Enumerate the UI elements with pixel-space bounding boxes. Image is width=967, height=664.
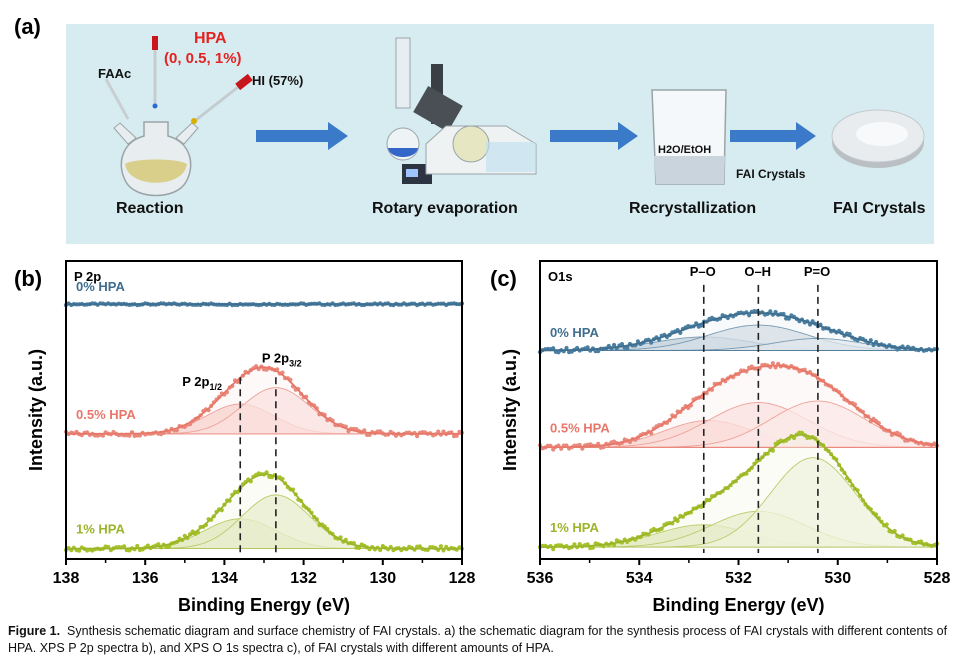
panel-label-o1s: (c): [490, 266, 517, 291]
peak-annotation: P 2p1/2: [182, 374, 222, 392]
data-point: [551, 346, 556, 351]
data-point: [612, 342, 617, 348]
x-tick-label: 534: [626, 570, 653, 587]
peak-annotation: P–O: [690, 264, 716, 279]
data-point: [868, 338, 873, 343]
hpa-title: HPA: [194, 30, 227, 47]
reaction-flask: [104, 36, 253, 197]
series-p2p-1: [63, 364, 465, 439]
data-point: [747, 313, 752, 318]
series-label: 0% HPA: [550, 325, 599, 340]
envelope-fill: [540, 434, 937, 548]
fit-line: [540, 364, 938, 449]
process-arrows: [256, 122, 816, 150]
fit-line: [540, 433, 938, 548]
data-point: [417, 544, 422, 549]
data-point: [122, 544, 127, 549]
caption-label: Figure 1.: [8, 624, 61, 638]
data-point: [770, 361, 776, 366]
caption-text: Synthesis schematic diagram and surface …: [8, 624, 948, 655]
step-rotary-evaporation: Rotary evaporation: [372, 200, 518, 217]
series-label: 0.5% HPA: [76, 407, 136, 422]
fit-line: [540, 311, 937, 352]
x-tick-label: 136: [132, 570, 159, 587]
data-point: [441, 429, 446, 434]
fit-line: [66, 473, 462, 550]
data-point: [415, 434, 420, 439]
x-axis-label: Binding Energy (eV): [178, 595, 350, 615]
hpa-amounts: (0, 0.5, 1%): [164, 50, 242, 67]
schematic-drawing: [104, 36, 925, 197]
x-tick-label: 134: [211, 570, 238, 587]
series-o1s-0: [537, 309, 940, 355]
x-tick-label: 138: [53, 570, 80, 587]
recrystallization-beaker: [651, 89, 727, 185]
x-tick-label: 532: [725, 570, 752, 587]
x-tick-label: 536: [527, 570, 554, 587]
data-point: [454, 433, 459, 438]
faac-label: FAAc: [98, 66, 132, 81]
crystals-arrow-label: FAI Crystals: [736, 167, 806, 181]
peak-annotation: P=O: [804, 264, 830, 279]
series-label: 1% HPA: [76, 522, 125, 537]
y-axis-label: Intensity (a.u.): [26, 349, 46, 471]
data-point: [551, 447, 556, 452]
series-label: 0% HPA: [76, 279, 125, 294]
xps-charts: (b) 0% HPA 0.5% HPA 1% HPA P 2p1/2 P 2p3/2 P 2…: [14, 260, 951, 615]
chart-title: O1s: [548, 269, 573, 284]
envelope-fill: [540, 365, 937, 448]
data-point: [564, 345, 569, 351]
x-axis-label: Binding Energy (eV): [652, 595, 824, 615]
series-label: 1% HPA: [550, 520, 599, 535]
data-point: [580, 446, 585, 451]
series-p2p-2: [63, 470, 465, 553]
x-tick-label: 132: [290, 570, 317, 587]
data-point: [773, 309, 778, 315]
envelope-fill: [66, 367, 462, 434]
step-reaction: Reaction: [116, 200, 184, 217]
panel-a-label: (a): [14, 14, 41, 39]
series-o1s-2: [537, 430, 940, 552]
peak-annotation: P 2p3/2: [262, 350, 302, 368]
series-o1s-1: [537, 361, 940, 452]
data-point: [649, 340, 654, 345]
x-tick-label: 530: [824, 570, 851, 587]
figure-caption: Figure 1. Synthesis schematic diagram an…: [8, 623, 963, 657]
x-tick-label: 128: [449, 570, 476, 587]
chart-p2p: (b) 0% HPA 0.5% HPA 1% HPA P 2p1/2 P 2p3/2 P 2…: [14, 260, 476, 615]
data-point: [127, 433, 132, 438]
synthesis-schematic: Reaction Rotary evaporation Recrystalliz…: [66, 24, 934, 244]
chart-title: P 2p: [74, 269, 101, 284]
data-point: [438, 544, 443, 549]
data-point: [585, 345, 590, 350]
data-point: [572, 542, 577, 547]
fit-line: [66, 366, 462, 435]
peak-annotation: O–H: [744, 264, 771, 279]
step-recrystallization: Recrystallization: [629, 200, 757, 217]
envelope-fill: [540, 312, 937, 351]
series-p2p-0: [63, 301, 465, 308]
data-point: [436, 429, 441, 434]
solvent-label: H2O/EtOH: [658, 144, 712, 156]
data-point: [768, 309, 773, 314]
envelope-fill: [66, 474, 462, 549]
step-fai-crystals: FAI Crystals: [833, 200, 926, 217]
data-point: [619, 342, 625, 347]
data-point: [135, 543, 140, 549]
data-point: [137, 433, 142, 438]
fai-crystals-dish: [831, 109, 925, 168]
data-point: [551, 547, 556, 552]
x-tick-label: 528: [924, 570, 951, 587]
data-point: [77, 548, 82, 553]
y-axis-label: Intensity (a.u.): [500, 349, 520, 471]
panel-label-p2p: (b): [14, 266, 42, 291]
chart-o1s: (c) 0% HPA 0.5% HPA 1% HPA P–O O–H P=O O1s 536 53…: [490, 260, 951, 615]
data-point: [596, 349, 601, 354]
data-point: [625, 345, 630, 350]
series-label: 0.5% HPA: [550, 420, 610, 435]
hi-label: HI (57%): [252, 73, 304, 88]
x-tick-label: 130: [369, 570, 396, 587]
rotary-evaporator: [386, 37, 537, 184]
